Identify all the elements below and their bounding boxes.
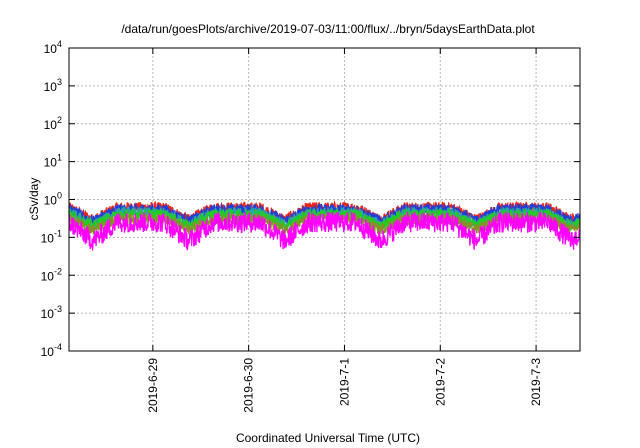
- x-tick-label: 2019-7-1: [337, 358, 351, 406]
- y-tick-label: 100: [44, 191, 62, 208]
- y-tick-label: 10-3: [41, 304, 62, 321]
- x-tick-label: 2019-6-29: [146, 358, 160, 413]
- series-line: [68, 207, 581, 232]
- y-tick-label: 10-1: [41, 228, 62, 245]
- y-tick-label: 101: [44, 153, 62, 170]
- series-layer: [68, 199, 581, 251]
- y-axis: 104 103 102 101 100 10-1 10-2 10-3 10-4: [41, 39, 580, 359]
- y-tick-label: 104: [44, 39, 62, 56]
- x-tick-label: 2019-7-3: [529, 358, 543, 406]
- x-axis-label: Coordinated Universal Time (UTC): [236, 431, 420, 445]
- y-tick-label: 10-4: [41, 342, 62, 359]
- y-tick-label: 103: [44, 77, 62, 94]
- chart-title: /data/run/goesPlots/archive/2019-07-03/1…: [121, 22, 535, 36]
- x-axis: 2019-6-29 2019-6-30 2019-7-1 2019-7-2 2019-7…: [146, 48, 543, 413]
- series-line: [68, 210, 581, 251]
- grid-lines: [69, 48, 580, 351]
- x-tick-label: 2019-6-30: [242, 358, 256, 413]
- y-tick-label: 102: [44, 115, 62, 132]
- y-tick-label: 10-2: [41, 266, 62, 283]
- y-axis-label: cSv/day: [27, 178, 41, 221]
- x-tick-label: 2019-7-2: [433, 358, 447, 406]
